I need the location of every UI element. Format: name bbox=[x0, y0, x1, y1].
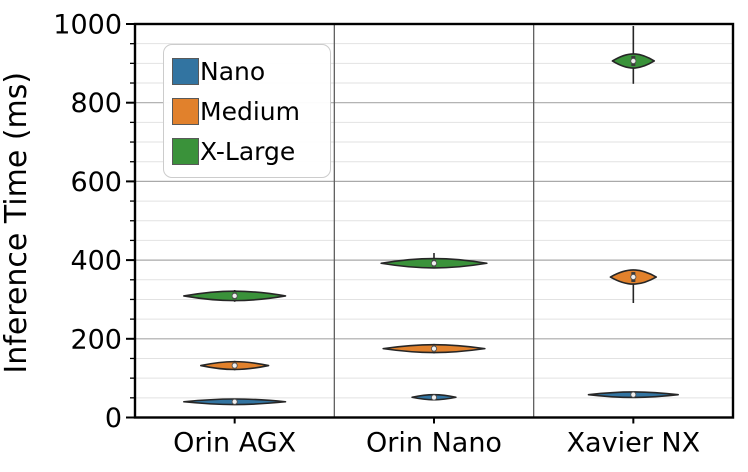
violin-median-dot-orin-nano-medium bbox=[430, 345, 438, 352]
legend-row-xlarge: X-Large bbox=[172, 136, 322, 166]
y-tick-label: 0 bbox=[105, 403, 122, 434]
y-tick-label: 400 bbox=[70, 246, 122, 277]
y-tick-label: 200 bbox=[70, 324, 122, 355]
xlarge-color-swatch bbox=[172, 137, 199, 165]
x-category-label: Orin Nano bbox=[366, 428, 502, 459]
violin-median-dot-xavier-nx-x-large bbox=[630, 57, 637, 65]
legend: Nano Medium X-Large bbox=[163, 44, 331, 178]
violin-median-dot-orin-agx-nano bbox=[231, 398, 238, 405]
violin-median-dot-orin-agx-x-large bbox=[231, 292, 238, 299]
x-category-label: Orin AGX bbox=[173, 428, 296, 459]
legend-label-nano: Nano bbox=[200, 56, 266, 86]
medium-color-swatch bbox=[172, 97, 199, 125]
y-axis-label: Inference Time (ms) bbox=[0, 72, 34, 374]
x-category-label: Xavier NX bbox=[567, 428, 701, 459]
violin-median-dot-orin-agx-medium bbox=[231, 362, 238, 369]
violin-median-dot-orin-nano-x-large bbox=[430, 260, 438, 267]
legend-label-xlarge: X-Large bbox=[200, 136, 296, 166]
legend-row-nano: Nano bbox=[172, 56, 322, 86]
violin-median-dot-xavier-nx-nano bbox=[630, 391, 637, 398]
legend-row-medium: Medium bbox=[172, 96, 322, 126]
legend-label-medium: Medium bbox=[200, 96, 300, 126]
y-tick-label: 800 bbox=[70, 88, 122, 119]
nano-color-swatch bbox=[172, 57, 199, 85]
y-tick-label: 1000 bbox=[53, 10, 122, 41]
y-tick-label: 600 bbox=[70, 167, 122, 198]
violin-median-dot-xavier-nx-medium bbox=[630, 273, 637, 281]
violin-median-dot-orin-nano-nano bbox=[430, 394, 438, 401]
